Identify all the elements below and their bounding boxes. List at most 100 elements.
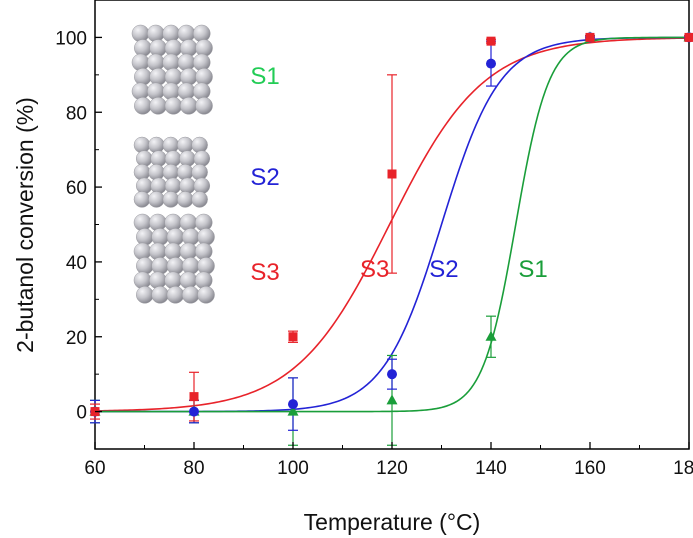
data-point-s1 (386, 394, 398, 405)
cluster-atom (177, 53, 196, 72)
legend-label-s2: S2 (250, 164, 279, 191)
cluster-atom (133, 163, 151, 181)
cluster-atom (150, 177, 167, 195)
legend: S1 S2 S3 (250, 63, 279, 286)
cluster-atom (179, 271, 198, 290)
data-point-s1 (485, 330, 497, 341)
cluster-atom (162, 136, 180, 154)
legend-label-s1: S1 (250, 63, 279, 90)
cluster-atom (164, 213, 182, 232)
cluster-atom (197, 286, 215, 304)
cluster-atom (147, 24, 165, 43)
cluster-atom (135, 150, 153, 167)
cluster-atom (151, 257, 169, 275)
x-tick-label: 60 (84, 458, 105, 479)
x-tick-label: 80 (183, 458, 204, 479)
data-point-s3 (387, 169, 397, 179)
cluster-atom (194, 242, 213, 261)
cluster-atom (181, 257, 200, 275)
cluster-atom (164, 242, 182, 261)
cluster-atom (164, 68, 183, 86)
cluster-atom (166, 228, 185, 246)
cluster-atom (162, 53, 180, 72)
cluster-atom (148, 136, 165, 154)
cluster-atom (179, 68, 198, 86)
cluster-s1-icon (131, 24, 213, 115)
cluster-atom (131, 82, 150, 101)
cluster-atom (133, 191, 151, 208)
data-point-s2 (486, 58, 496, 69)
cluster-atom (133, 136, 151, 154)
data-point-s3 (684, 32, 693, 42)
cluster-atom (133, 271, 152, 290)
y-tick-label: 80 (66, 103, 87, 124)
y-tick-label: 100 (55, 28, 87, 49)
cluster-atom (147, 82, 165, 101)
cluster-atom (136, 257, 154, 275)
cluster-atom (191, 163, 208, 181)
data-point-s1 (287, 405, 299, 416)
cluster-atom (151, 286, 169, 304)
curve-annotations: S3 S2 S1 (360, 256, 548, 283)
cluster-atom (195, 97, 213, 115)
cluster-atom (176, 191, 194, 208)
y-tick-label: 40 (66, 253, 87, 274)
cluster-atom (179, 213, 198, 232)
cluster-atom (164, 97, 183, 115)
y-tick-label: 0 (76, 403, 87, 424)
cluster-atom (148, 191, 165, 208)
x-tick-label: 120 (376, 458, 408, 479)
cluster-atom (179, 242, 198, 261)
cluster-atom (195, 68, 213, 86)
x-axis: 60 80 100 120 140 160 180 (84, 442, 693, 479)
x-tick-label: 100 (277, 458, 309, 479)
cluster-atom (134, 68, 152, 86)
legend-label-s3: S3 (250, 259, 279, 286)
cluster-atom (164, 177, 182, 195)
x-tick-label: 180 (673, 458, 693, 479)
cluster-atom (133, 213, 152, 232)
cluster-atom (192, 53, 211, 72)
cluster-atom (136, 286, 154, 304)
cluster-s2-icon (133, 136, 211, 208)
y-axis-label: 2-butanol conversion (%) (12, 97, 38, 353)
annotation-s2: S2 (429, 256, 458, 283)
cluster-atom (193, 150, 211, 167)
cluster-atom (149, 213, 167, 232)
cluster-atom (191, 191, 208, 208)
annotation-s3: S3 (360, 256, 389, 283)
data-point-s3 (486, 36, 496, 46)
annotation-s1: S1 (518, 256, 547, 283)
cluster-atom (149, 97, 167, 115)
cluster-atom (179, 150, 196, 167)
cluster-atom (195, 39, 213, 57)
cluster-s3-icon (133, 213, 215, 304)
data-point-s3 (585, 32, 595, 42)
cluster-atom (148, 163, 165, 181)
cluster-atom (131, 24, 150, 43)
data-point-s3 (189, 392, 199, 402)
cluster-atom (147, 53, 165, 72)
x-tick-label: 160 (574, 458, 606, 479)
y-axis: 0 20 40 60 80 100 (55, 28, 102, 424)
y-tick-label: 20 (66, 328, 87, 349)
cluster-atom (136, 228, 154, 246)
cluster-atom (194, 213, 213, 232)
cluster-atom (134, 39, 152, 57)
x-tick-label: 140 (475, 458, 507, 479)
cluster-atom (192, 82, 211, 101)
cluster-atom (179, 177, 196, 195)
cluster-atom (177, 24, 196, 43)
cluster-atom (135, 177, 153, 195)
cluster-atom (181, 286, 200, 304)
cluster-atom (176, 163, 194, 181)
data-markers (89, 31, 693, 417)
cluster-atom (181, 228, 200, 246)
cluster-atom (164, 150, 182, 167)
cluster-atom (133, 242, 152, 261)
cluster-atom (197, 257, 215, 275)
cluster-atom (162, 191, 180, 208)
cluster-atom (179, 39, 198, 57)
cluster-atom (149, 271, 167, 290)
